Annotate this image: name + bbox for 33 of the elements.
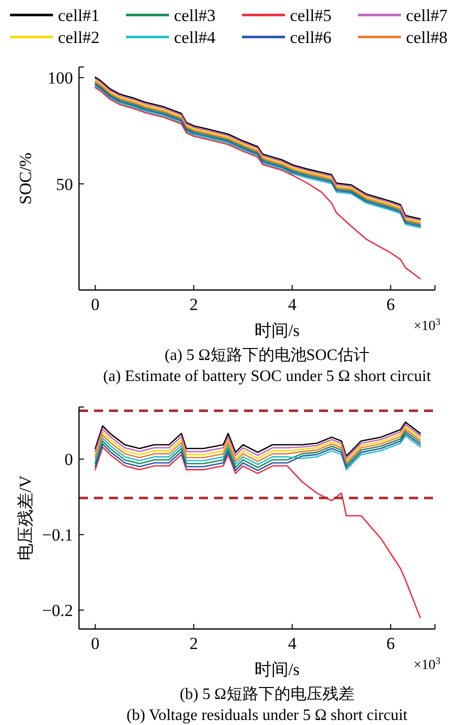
text: (a) Estimate of battery SOC under 5 Ω short circuit [103, 368, 432, 385]
y-axis-title: SOC/% [16, 152, 35, 204]
x-tick-label: 4 [288, 295, 297, 314]
legend-label: cell#1 [58, 6, 100, 25]
y-tick-label: −0.1 [42, 526, 73, 545]
text: (b) Voltage residuals under 5 Ω short circuit [126, 707, 408, 724]
legend-label: cell#3 [174, 6, 216, 25]
x-axis-title: 时间/s [254, 660, 300, 679]
y-axis-title: 电压残差/V [16, 474, 35, 560]
x-tick-label: 4 [288, 634, 297, 653]
line-series [94, 86, 421, 280]
x-tick-label: 6 [386, 634, 395, 653]
y-tick-label: 50 [56, 174, 73, 194]
line-series [94, 446, 421, 618]
y-tick-label: 0 [64, 450, 73, 470]
x-tick-label: 0 [91, 295, 100, 314]
x-tick-label: 0 [91, 634, 100, 653]
x-tick-label: 6 [386, 295, 395, 314]
legend-label: cell#2 [58, 28, 100, 47]
x-tick-label: 2 [189, 634, 198, 653]
text: ×10$^{3}$ [414, 656, 440, 673]
legend-label: cell#8 [406, 28, 448, 47]
legend-label: cell#6 [290, 28, 332, 47]
y-tick-label: 100 [48, 68, 73, 88]
text: ×10$^{3}$ [414, 316, 440, 334]
legend-label: cell#5 [290, 6, 332, 25]
legend-label: cell#4 [174, 28, 216, 47]
x-axis-title: 时间/s [254, 321, 300, 340]
legend-label: cell#7 [406, 6, 448, 25]
x-tick-label: 2 [189, 295, 198, 314]
text: (a) 5 Ω短路下的电池SOC估计 [164, 346, 370, 364]
y-tick-label: −0.2 [42, 601, 73, 620]
text: (b) 5 Ω短路下的电压残差 [180, 685, 354, 703]
